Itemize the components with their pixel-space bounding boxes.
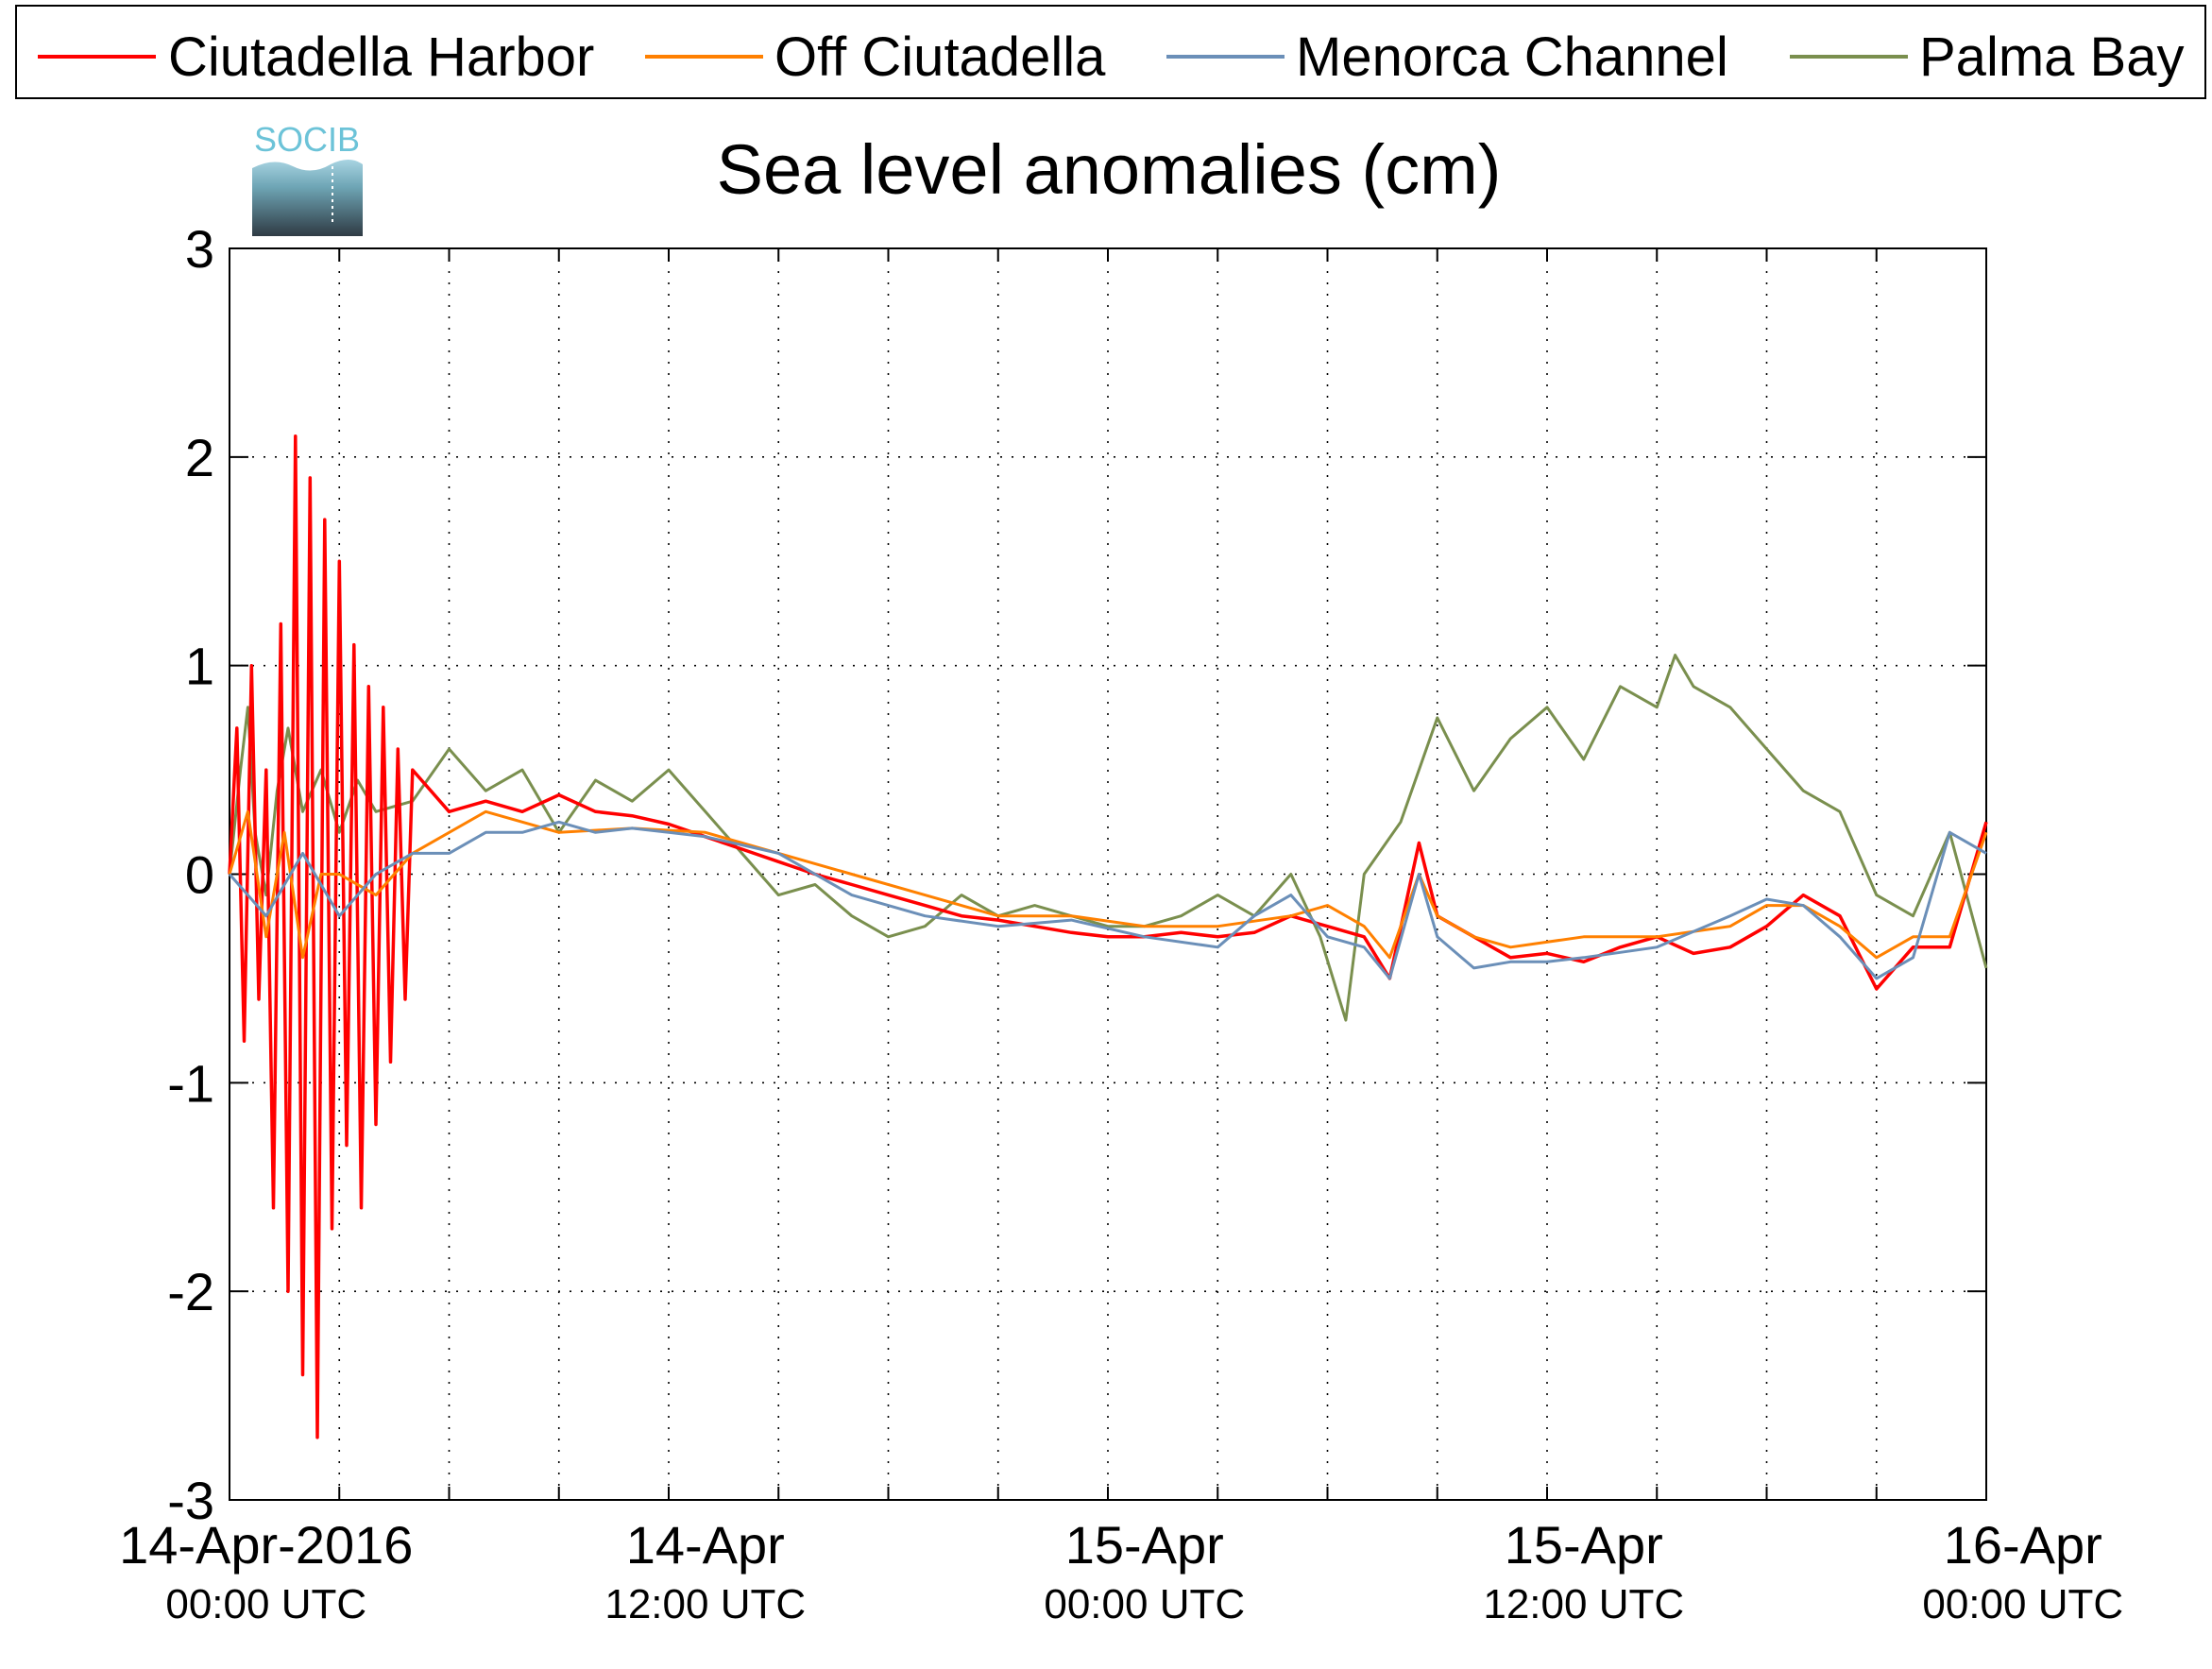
logo-text: SOCIB [254, 120, 360, 159]
legend-label-ciutadella-harbor: Ciutadella Harbor [168, 26, 594, 88]
socib-logo: SOCIB [252, 120, 363, 236]
x-tick-label-date: 14-Apr-2016 [119, 1515, 413, 1575]
legend-label-palma-bay: Palma Bay [1919, 26, 2184, 88]
x-tick-label-time: 12:00 UTC [1483, 1581, 1684, 1627]
y-tick-label: -3 [167, 1471, 214, 1530]
grid [230, 248, 1986, 1500]
legend: Ciutadella Harbor Off Ciutadella Menorca… [15, 5, 2206, 99]
x-tick-label-date: 14-Apr [626, 1515, 785, 1575]
y-tick-label: 2 [185, 428, 214, 487]
legend-box [15, 5, 2206, 99]
y-tick-labels: 3 2 1 0 -1 -2 -3 [167, 219, 214, 1530]
series-lines [228, 434, 1988, 1439]
y-tick-label: 0 [185, 845, 214, 905]
x-tick-label-date: 15-Apr [1505, 1515, 1663, 1575]
x-tick-label-time: 00:00 UTC [1922, 1581, 2123, 1627]
legend-entry-menorca-channel: Menorca Channel [1166, 26, 1728, 88]
x-tick-labels: 14-Apr-2016 00:00 UTC 14-Apr 12:00 UTC 15-Ap… [119, 1515, 2123, 1627]
legend-entry-off-ciutadella: Off Ciutadella [645, 26, 1106, 88]
logo-wave [252, 160, 363, 236]
x-tick-label-date: 15-Apr [1065, 1515, 1224, 1575]
plot-area [229, 247, 1987, 1501]
legend-entry-palma-bay: Palma Bay [1790, 26, 2184, 88]
chart-title: Sea level anomalies (cm) [717, 130, 1502, 209]
y-tick-label: 3 [185, 219, 214, 279]
x-tick-label-time: 00:00 UTC [165, 1581, 366, 1627]
legend-entry-ciutadella-harbor: Ciutadella Harbor [38, 26, 594, 88]
legend-label-menorca-channel: Menorca Channel [1296, 26, 1728, 88]
axis-ticks [230, 247, 1986, 1501]
x-tick-label-time: 12:00 UTC [604, 1581, 806, 1627]
series-line-menorca-channel [228, 820, 1987, 980]
y-tick-label: -1 [167, 1053, 214, 1113]
y-tick-label: -2 [167, 1262, 214, 1321]
y-tick-label: 1 [185, 637, 214, 696]
legend-label-off-ciutadella: Off Ciutadella [774, 26, 1106, 88]
x-tick-label-time: 00:00 UTC [1044, 1581, 1245, 1627]
series-line-ciutadella-harbor [228, 434, 1988, 1439]
x-tick-label-date: 16-Apr [1944, 1515, 2102, 1575]
series-line-off-ciutadella [228, 809, 1988, 960]
series-line-palma-bay [228, 654, 1988, 1022]
